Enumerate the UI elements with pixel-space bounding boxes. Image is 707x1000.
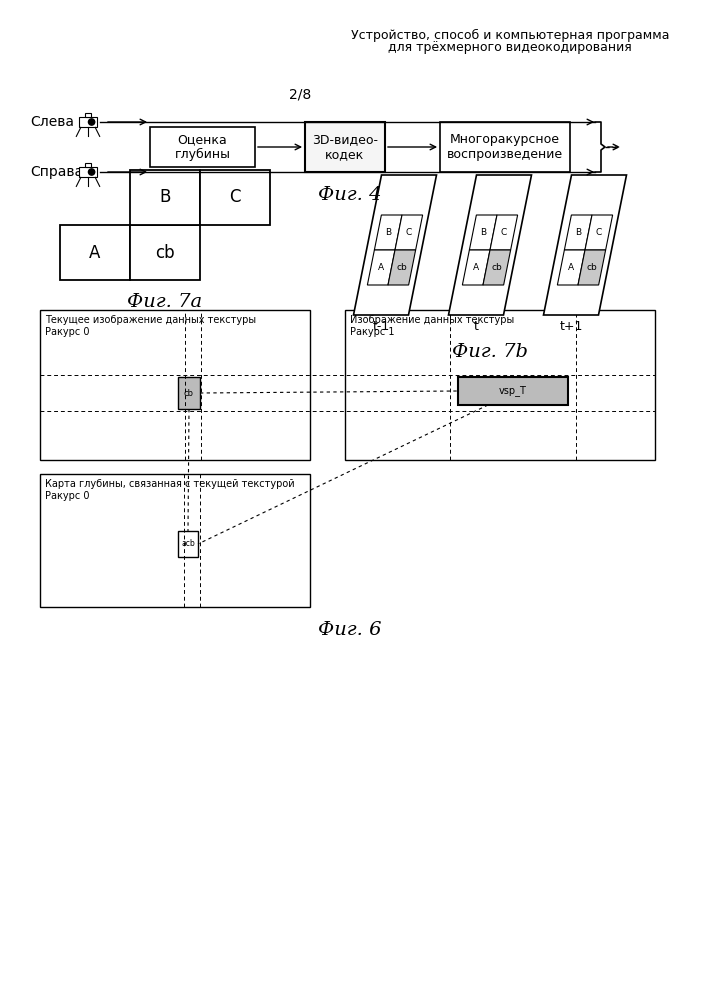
Bar bbox=[150, 127, 255, 167]
Text: cb: cb bbox=[156, 243, 175, 261]
Text: Оценка
глубины: Оценка глубины bbox=[175, 133, 230, 161]
Text: Справа: Справа bbox=[30, 165, 83, 179]
Polygon shape bbox=[544, 175, 626, 315]
Circle shape bbox=[88, 169, 95, 175]
Polygon shape bbox=[585, 215, 613, 250]
Bar bbox=[130, 170, 200, 225]
Polygon shape bbox=[557, 250, 585, 285]
Text: A: A bbox=[378, 263, 384, 272]
Text: A: A bbox=[568, 263, 574, 272]
Text: Изображение данных текстуры
Ракурс 1: Изображение данных текстуры Ракурс 1 bbox=[350, 315, 514, 337]
Bar bbox=[200, 170, 270, 225]
Polygon shape bbox=[448, 175, 532, 315]
Text: Устройство, способ и компьютерная программа: Устройство, способ и компьютерная програ… bbox=[351, 28, 670, 42]
Bar bbox=[86, 163, 90, 167]
Bar bbox=[40, 310, 310, 460]
Polygon shape bbox=[564, 215, 592, 250]
Circle shape bbox=[88, 119, 95, 125]
Polygon shape bbox=[578, 250, 606, 285]
Text: Слева: Слева bbox=[30, 115, 74, 129]
Text: t+1: t+1 bbox=[559, 320, 583, 334]
Text: Карта глубины, связанная с текущей текстурой
Ракурс 0: Карта глубины, связанная с текущей текст… bbox=[45, 479, 295, 501]
Text: C: C bbox=[406, 228, 412, 237]
Text: Фиг. 7b: Фиг. 7b bbox=[452, 343, 528, 361]
Bar bbox=[60, 225, 130, 280]
Text: B: B bbox=[575, 228, 581, 237]
Bar bbox=[345, 310, 655, 460]
Bar bbox=[178, 531, 198, 557]
Text: B: B bbox=[385, 228, 391, 237]
Bar bbox=[458, 377, 568, 405]
Polygon shape bbox=[483, 250, 510, 285]
Text: t: t bbox=[474, 320, 479, 334]
Text: cb: cb bbox=[586, 263, 597, 272]
Bar bbox=[79, 167, 97, 177]
Text: cb: cb bbox=[397, 263, 407, 272]
Polygon shape bbox=[469, 215, 497, 250]
Text: B: B bbox=[480, 228, 486, 237]
Text: для трёхмерного видеокодирования: для трёхмерного видеокодирования bbox=[388, 41, 632, 54]
Text: C: C bbox=[229, 188, 241, 207]
Bar bbox=[440, 122, 570, 172]
Bar bbox=[305, 122, 385, 172]
Text: Многоракурсное
воспроизведение: Многоракурсное воспроизведение bbox=[447, 133, 563, 161]
Polygon shape bbox=[462, 250, 490, 285]
Polygon shape bbox=[368, 250, 395, 285]
Text: B: B bbox=[159, 188, 170, 207]
Text: C: C bbox=[596, 228, 602, 237]
Bar bbox=[178, 377, 200, 409]
Text: A: A bbox=[473, 263, 479, 272]
Polygon shape bbox=[354, 175, 436, 315]
Text: t-1: t-1 bbox=[373, 320, 390, 334]
Text: 2/8: 2/8 bbox=[289, 88, 311, 102]
Text: cb: cb bbox=[491, 263, 502, 272]
Text: Фиг. 7а: Фиг. 7а bbox=[127, 293, 203, 311]
Polygon shape bbox=[388, 250, 416, 285]
Bar bbox=[86, 113, 90, 117]
Text: cb: cb bbox=[184, 388, 194, 397]
Text: 3D-видео-
кодек: 3D-видео- кодек bbox=[312, 133, 378, 161]
Bar bbox=[79, 117, 97, 127]
Bar bbox=[40, 474, 310, 607]
Text: Текущее изображение данных текстуры
Ракурс 0: Текущее изображение данных текстуры Раку… bbox=[45, 315, 256, 337]
Polygon shape bbox=[375, 215, 402, 250]
Polygon shape bbox=[395, 215, 423, 250]
Text: A: A bbox=[89, 243, 100, 261]
Text: vsp_T: vsp_T bbox=[499, 386, 527, 396]
Bar bbox=[130, 225, 200, 280]
Polygon shape bbox=[490, 215, 518, 250]
Text: Фиг. 4: Фиг. 4 bbox=[318, 186, 382, 204]
Text: Фиг. 6: Фиг. 6 bbox=[318, 621, 382, 639]
Text: acb: acb bbox=[181, 540, 195, 548]
Text: C: C bbox=[501, 228, 507, 237]
